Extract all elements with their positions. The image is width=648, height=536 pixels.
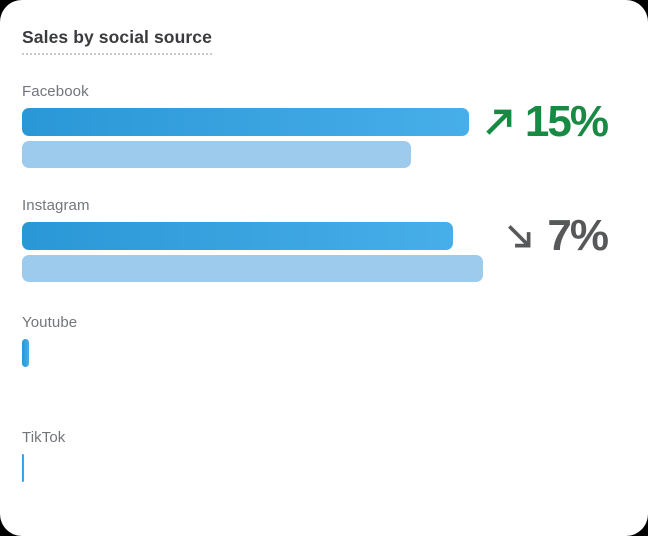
chart-row-instagram: Instagram 7% bbox=[22, 197, 609, 282]
change-indicator: 15% bbox=[483, 97, 609, 146]
change-value: 7% bbox=[547, 211, 609, 260]
bar-previous bbox=[22, 255, 483, 282]
trend-up-icon bbox=[486, 109, 512, 135]
chart-row-facebook: Facebook 15% bbox=[22, 83, 609, 168]
bar-current bbox=[22, 222, 453, 250]
bar-current bbox=[22, 108, 469, 136]
row-label: Youtube bbox=[22, 314, 78, 331]
bar-previous bbox=[22, 141, 411, 168]
bar-current bbox=[22, 339, 29, 367]
change-indicator: 7% bbox=[505, 211, 609, 260]
row-label: Instagram bbox=[22, 197, 90, 214]
card-title[interactable]: Sales by social source bbox=[22, 27, 212, 55]
chart-row-youtube: Youtube bbox=[22, 315, 607, 399]
trend-down-icon bbox=[508, 225, 531, 248]
bar-current bbox=[22, 454, 24, 482]
chart-row-tiktok: TikTok bbox=[22, 430, 607, 514]
change-value: 15% bbox=[524, 97, 609, 146]
row-label: Facebook bbox=[22, 83, 89, 100]
row-label: TikTok bbox=[22, 429, 66, 446]
